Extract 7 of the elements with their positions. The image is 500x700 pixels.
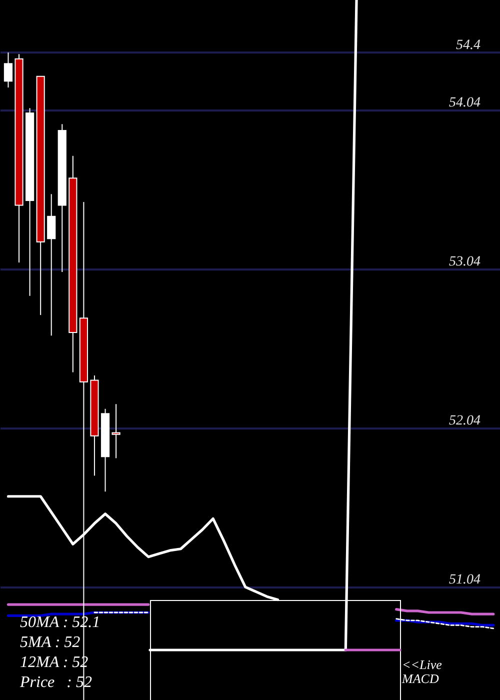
y-tick-label: 54.4 <box>456 38 480 53</box>
y-tick-label: 51.04 <box>449 572 480 588</box>
y-tick-label: 53.04 <box>449 254 480 270</box>
annotation: 5MA : 52 <box>20 634 80 652</box>
y-tick-label: 52.04 <box>449 413 480 428</box>
y-tick-label: 54.04 <box>449 95 480 110</box>
annotation: <<Live MACD <box>402 657 443 687</box>
